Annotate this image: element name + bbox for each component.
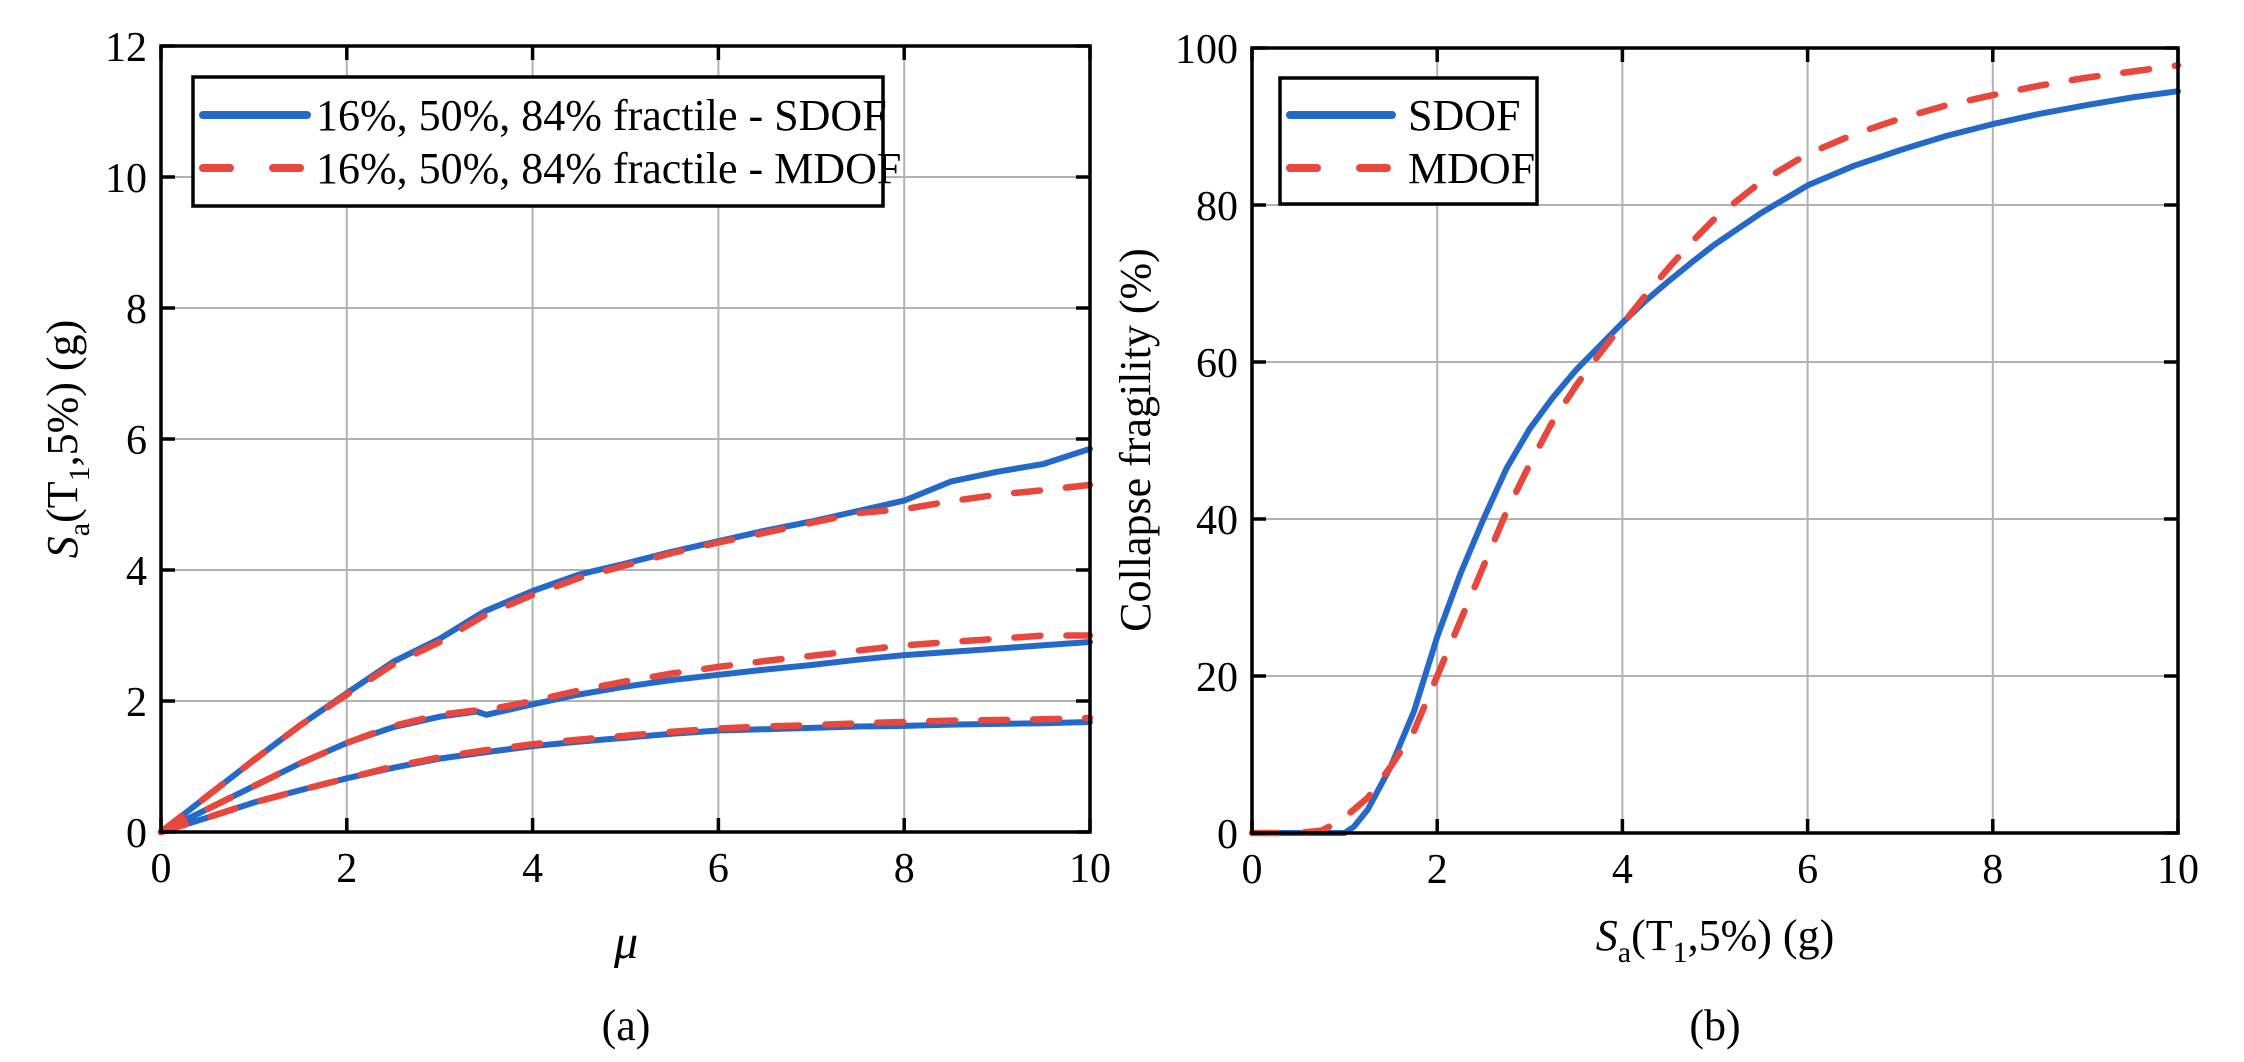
series-84-fractile-mdof [157,481,1094,836]
y-axis-label-a: Sa(T1,5%) (g) [38,320,96,558]
svg-text:60: 60 [1196,341,1238,387]
svg-text:0: 0 [151,846,172,892]
chart-panel-a: 0 2 4 6 8 10 0 2 4 6 8 10 12 16%, 50%, 84% fractile -… [38,25,1111,969]
legend-label: SDOF [1408,91,1521,140]
svg-text:4: 4 [1612,847,1633,893]
x-axis-label-a: μ [613,916,638,969]
svg-text:40: 40 [1196,498,1238,544]
svg-text:4: 4 [126,549,147,595]
svg-text:6: 6 [708,846,729,892]
series-group [1248,62,2182,837]
svg-text:2: 2 [336,846,357,892]
svg-text:100: 100 [1175,27,1238,73]
caption-b: (b) [1689,1001,1741,1050]
series-sdof [1249,88,2181,836]
svg-text:6: 6 [1797,847,1818,893]
series-group [157,445,1094,836]
svg-text:0: 0 [126,811,147,857]
legend-label: 16%, 50%, 84% fractile - MDOF [316,144,901,193]
svg-text:2: 2 [1427,847,1448,893]
tick-labels: 0 2 4 6 8 10 0 2 4 6 8 10 12 [105,25,1111,892]
svg-text:80: 80 [1196,184,1238,230]
svg-text:10: 10 [1069,846,1111,892]
svg-text:8: 8 [894,846,915,892]
svg-text:8: 8 [126,287,147,333]
legend-label: MDOF [1408,144,1535,193]
svg-text:10: 10 [2157,847,2199,893]
svg-text:4: 4 [522,846,543,892]
y-axis-label-b: Collapse fragility (%) [1111,248,1160,632]
svg-text:10: 10 [105,156,147,202]
legend-label: 16%, 50%, 84% fractile - SDOF [316,91,887,140]
series-50-fractile-mdof [157,632,1094,836]
svg-text:0: 0 [1217,812,1238,858]
axes-box [1250,46,2180,835]
svg-text:20: 20 [1196,655,1238,701]
svg-text:0: 0 [1242,847,1263,893]
axes-box [159,44,1092,834]
series-84-fractile-sdof [158,445,1093,835]
svg-text:12: 12 [105,25,147,71]
caption-a: (a) [601,1001,651,1050]
x-axis-label-b: Sa(T1,5%) (g) [1596,911,1834,969]
series-mdof [1248,62,2182,837]
svg-text:8: 8 [1982,847,2003,893]
series-16-fractile-mdof [157,714,1094,836]
svg-text:6: 6 [126,418,147,464]
svg-text:2: 2 [126,680,147,726]
